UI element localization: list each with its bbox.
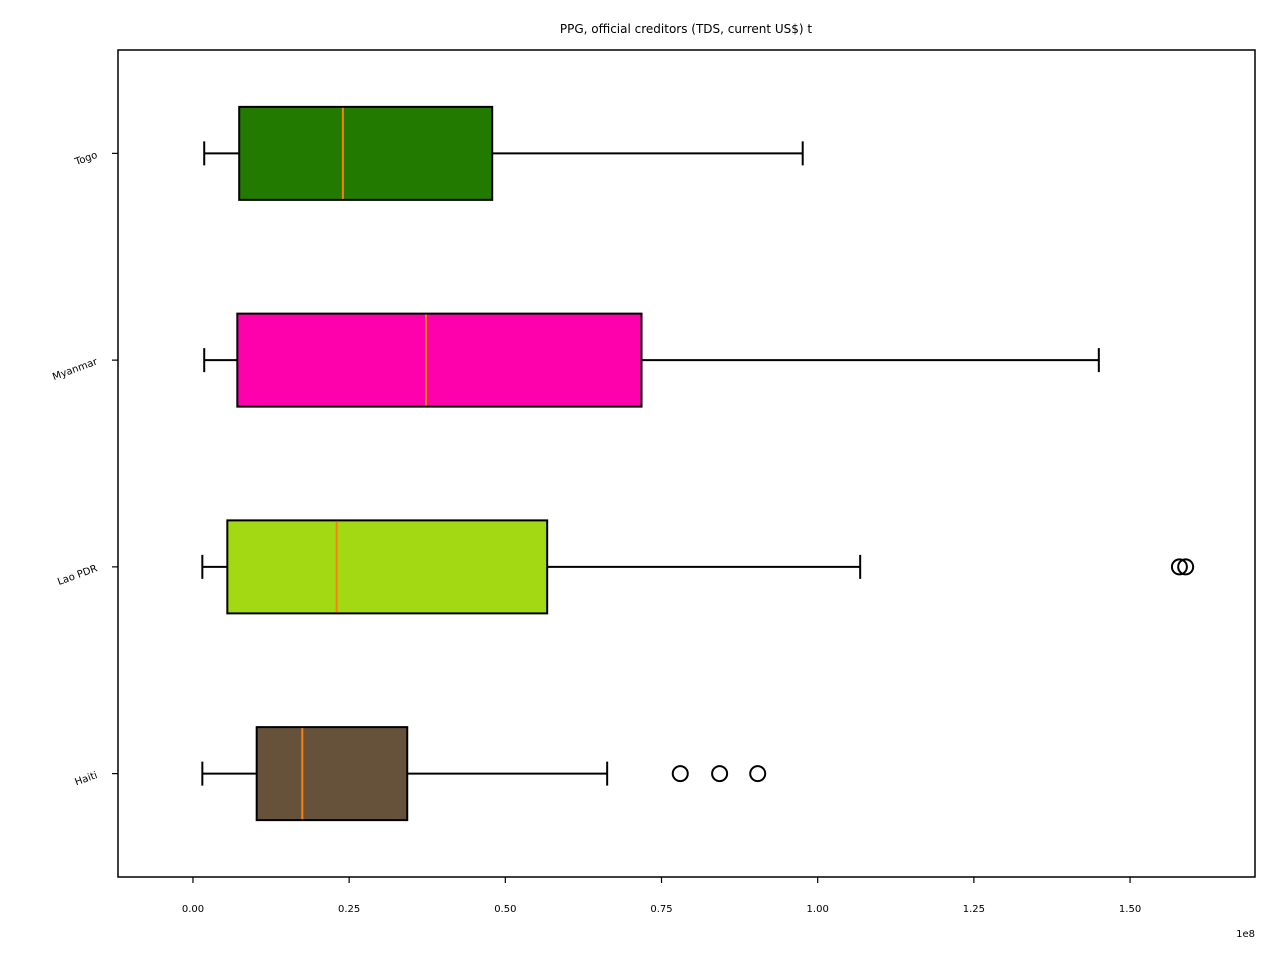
- chart-title: PPG, official creditors (TDS, current US…: [560, 22, 813, 36]
- x-tick-label-7: 1.50: [1119, 904, 1141, 915]
- iqr-box-myanmar: [236, 312, 643, 408]
- plot-area: [201, 105, 1195, 822]
- iqr-box-haiti: [255, 726, 409, 822]
- iqr-box-togo: [238, 105, 494, 201]
- box-lao-pdr: [201, 519, 1195, 615]
- box-togo: [203, 105, 804, 201]
- y-axis: Haiti Lao PDR Myanmar Togo: [51, 150, 118, 788]
- plot-frame: [117, 49, 1256, 878]
- outlier-haiti-1: [671, 765, 689, 783]
- x-axis-offset-label: 1e8: [1236, 929, 1255, 940]
- y-tick-label-lao-pdr: Lao PDR: [56, 563, 99, 588]
- y-tick-label-haiti: Haiti: [74, 770, 99, 788]
- outlier-lao-pdr-1: [1170, 558, 1188, 576]
- x-tick-label-5: 1.00: [807, 904, 829, 915]
- iqr-box-lao-pdr: [226, 519, 549, 615]
- outlier-haiti-3: [749, 765, 767, 783]
- outlier-haiti-2: [711, 765, 729, 783]
- y-tick-label-togo: Togo: [73, 150, 99, 169]
- y-tick-label-myanmar: Myanmar: [51, 356, 100, 383]
- x-tick-label-4: 0.75: [650, 904, 672, 915]
- x-tick-label-6: 1.25: [963, 904, 985, 915]
- x-tick-label-3: 0.50: [494, 904, 516, 915]
- box-haiti: [201, 726, 767, 822]
- box-myanmar: [203, 312, 1100, 408]
- x-axis: 0.00 0.25 0.50 0.75 1.00 1.25 1.50: [182, 877, 1141, 915]
- x-tick-label-1: 0.00: [182, 904, 204, 915]
- x-tick-label-2: 0.25: [338, 904, 360, 915]
- outlier-lao-pdr-2: [1177, 558, 1195, 576]
